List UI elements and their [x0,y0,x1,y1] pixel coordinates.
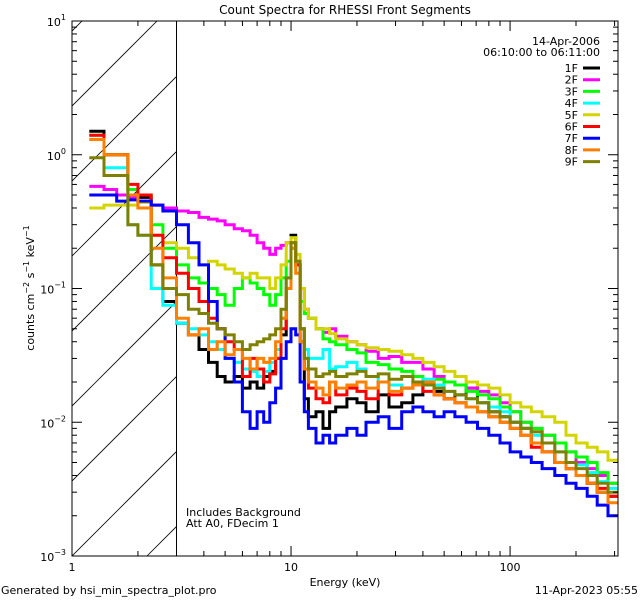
x-tick-label: 1 [69,561,76,574]
y-axis-label: counts cm−2 s−1 keV−1 [22,225,37,350]
y-tick-label: 100 [47,147,66,163]
hatch-line [72,21,158,107]
annotation-background: Includes Background [186,506,301,519]
series-7F [89,193,618,518]
series-2F [89,184,618,485]
series-1F [89,129,618,498]
series-5F [89,200,618,462]
legend-label-1F: 1F [565,62,578,75]
chart-title: Count Spectra for RHESSI Front Segments [219,3,471,17]
series-4F [89,138,618,490]
annotation-attenuator: Att A0, FDecim 1 [186,517,279,530]
legend-date: 14-Apr-2006 [532,35,600,48]
legend-label-2F: 2F [565,74,578,87]
hatch-line [72,225,177,332]
footer-timestamp: 11-Apr-2023 05:55 [534,584,638,597]
legend-label-3F: 3F [565,85,578,98]
legend-label-4F: 4F [565,97,578,110]
series-8F [89,138,618,505]
x-axis-label: Energy (keV) [310,576,381,589]
x-tick-label: 10 [284,561,298,574]
legend-label-7F: 7F [565,132,578,145]
y-tick-label: 10−2 [40,414,66,430]
y-axis-ticks [72,26,618,557]
legend-label-9F: 9F [565,156,578,169]
series-group [89,129,618,518]
y-tick-label: 10−3 [40,548,66,564]
hatch-line [72,75,177,182]
hatch-line [72,450,177,556]
x-tick-label: 100 [500,561,521,574]
hatch-line [72,21,83,32]
legend-time-range: 06:10:00 to 06:11:00 [483,46,600,59]
hatch-line [447,0,640,556]
legend-label-5F: 5F [565,109,578,122]
x-tick-labels: 1 10 100 [69,561,521,574]
y-tick-labels: 101 100 10−1 10−2 10−3 [40,13,66,564]
legend: 14-Apr-2006 06:10:00 to 06:11:00 1F2F3F4… [483,35,600,169]
hatch-line [522,0,640,556]
legend-label-8F: 8F [565,144,578,157]
legend-label-6F: 6F [565,121,578,134]
y-tick-label: 10−1 [40,281,66,297]
footer-generated-by: Generated by hsi_min_spectra_plot.pro [1,584,217,597]
hatched-region [72,0,640,556]
y-axis-label-text: counts cm−2 s−1 keV−1 [22,225,37,350]
hatch-line [72,375,177,482]
y-tick-label: 101 [47,13,66,29]
x-axis-ticks [71,21,616,556]
series-9F [89,156,618,494]
